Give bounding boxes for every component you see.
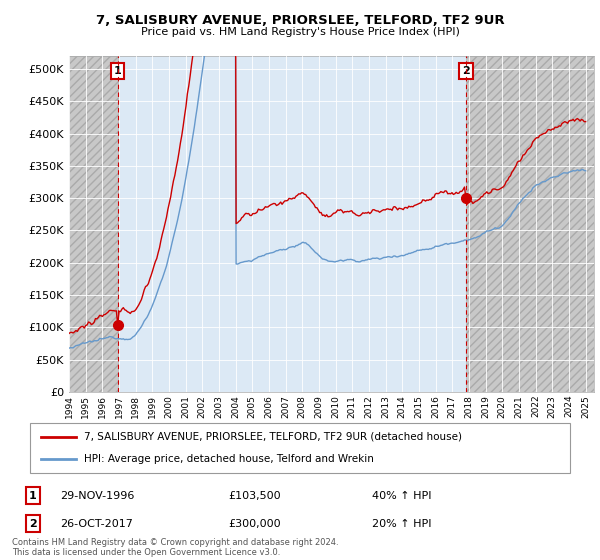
Text: 1: 1 bbox=[29, 491, 37, 501]
Text: 1: 1 bbox=[113, 66, 121, 76]
Text: Contains HM Land Registry data © Crown copyright and database right 2024.
This d: Contains HM Land Registry data © Crown c… bbox=[12, 538, 338, 557]
Text: £103,500: £103,500 bbox=[228, 491, 281, 501]
Text: 40% ↑ HPI: 40% ↑ HPI bbox=[372, 491, 431, 501]
Text: 29-NOV-1996: 29-NOV-1996 bbox=[60, 491, 134, 501]
Text: 20% ↑ HPI: 20% ↑ HPI bbox=[372, 519, 431, 529]
Text: 2: 2 bbox=[29, 519, 37, 529]
Text: Price paid vs. HM Land Registry's House Price Index (HPI): Price paid vs. HM Land Registry's House … bbox=[140, 27, 460, 37]
Text: £300,000: £300,000 bbox=[228, 519, 281, 529]
Bar bbox=[69, 56, 118, 392]
Text: 7, SALISBURY AVENUE, PRIORSLEE, TELFORD, TF2 9UR (detached house): 7, SALISBURY AVENUE, PRIORSLEE, TELFORD,… bbox=[84, 432, 462, 442]
Text: HPI: Average price, detached house, Telford and Wrekin: HPI: Average price, detached house, Telf… bbox=[84, 454, 374, 464]
Bar bbox=[466, 56, 594, 392]
Text: 2: 2 bbox=[462, 66, 470, 76]
Text: 26-OCT-2017: 26-OCT-2017 bbox=[60, 519, 133, 529]
Text: 7, SALISBURY AVENUE, PRIORSLEE, TELFORD, TF2 9UR: 7, SALISBURY AVENUE, PRIORSLEE, TELFORD,… bbox=[95, 14, 505, 27]
FancyBboxPatch shape bbox=[30, 423, 570, 473]
